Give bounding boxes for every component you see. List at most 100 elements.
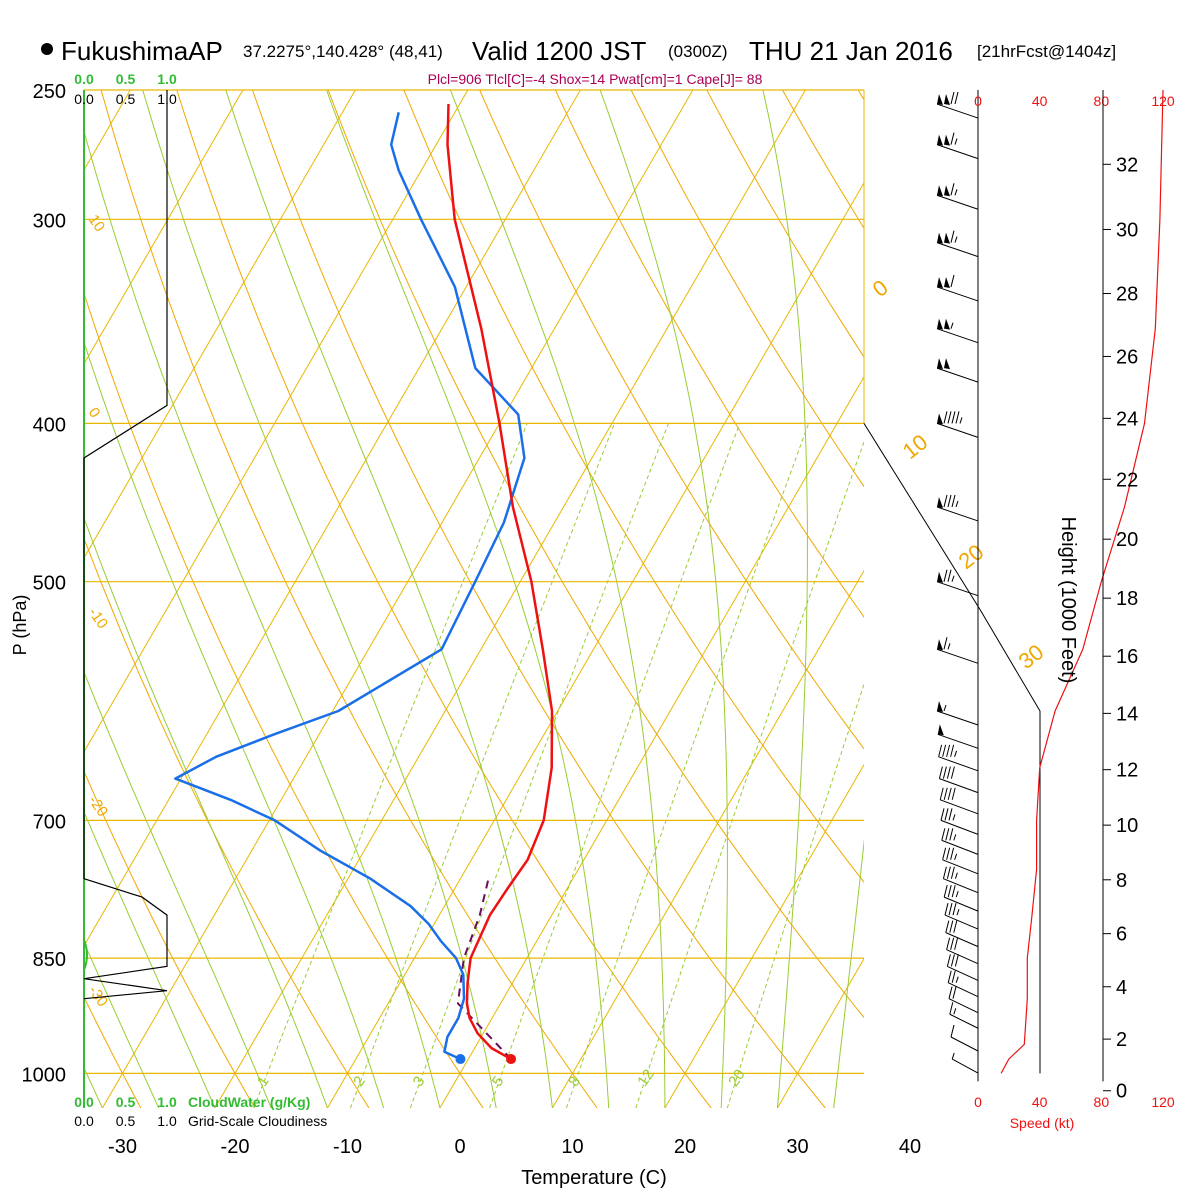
wind-barb-pennant bbox=[944, 185, 950, 197]
temperature-tick-label: 40 bbox=[899, 1136, 921, 1158]
wind-barb-staff bbox=[944, 896, 979, 912]
wind-barb-flag bbox=[954, 91, 959, 105]
temperature-tick-label: 20 bbox=[674, 1136, 696, 1158]
speed-top-tick: 0 bbox=[974, 93, 982, 109]
wind-barb-flag bbox=[949, 1002, 954, 1015]
wind-barb-flag bbox=[943, 787, 948, 800]
wind-barb-staff bbox=[947, 982, 979, 998]
wind-barb-half-flag bbox=[955, 500, 959, 508]
wind-barb-staff bbox=[945, 932, 979, 948]
wind-barb-staff bbox=[936, 103, 979, 119]
wind-barb-flag bbox=[950, 132, 955, 145]
wind-barb-pennant bbox=[937, 701, 943, 713]
pressure-tick-label: 1000 bbox=[22, 1064, 67, 1086]
valid-date: THU 21 Jan 2016 bbox=[749, 36, 953, 66]
wind-barb-half-flag bbox=[950, 322, 954, 329]
wind-barb-flag bbox=[942, 866, 947, 879]
isotherm-line bbox=[101, 90, 694, 1108]
wind-barb-flag bbox=[943, 637, 948, 650]
temperature-profile-line bbox=[446, 103, 554, 1061]
wind-barb-flag bbox=[946, 766, 951, 779]
wind-barb bbox=[938, 766, 979, 794]
moist-adiabat-line bbox=[326, 90, 610, 1108]
wind-barb bbox=[936, 637, 979, 664]
wind-barb-pennant bbox=[944, 94, 950, 106]
wind-barb-half-flag bbox=[954, 189, 958, 196]
wind-barb-flag bbox=[951, 494, 956, 508]
wind-barb-staff bbox=[949, 1013, 979, 1029]
dry-adiabat-line bbox=[252, 90, 826, 1108]
wind-barb-flag bbox=[952, 986, 957, 999]
wind-barb-flag bbox=[952, 902, 957, 916]
potential-temp-label: 10 bbox=[85, 212, 108, 235]
wind-barb-flag bbox=[951, 970, 956, 983]
moist-adiabat-line bbox=[599, 90, 728, 1108]
wind-barb-pennant bbox=[944, 358, 950, 370]
wind-barb-pennant bbox=[937, 134, 943, 146]
cloudwater-axis-title: CloudWater (g/Kg) bbox=[188, 1094, 310, 1110]
wind-barb-half-flag bbox=[959, 417, 963, 424]
wind-barb bbox=[941, 828, 979, 855]
dewpoint-profile-line bbox=[174, 112, 526, 1061]
wind-barb-flag bbox=[953, 920, 958, 933]
moist-adiabat-line bbox=[142, 90, 497, 1108]
valid-time: Valid 1200 JST bbox=[472, 36, 647, 66]
surface-temp-dot bbox=[506, 1054, 517, 1065]
height-tick-label: 8 bbox=[1116, 870, 1127, 892]
wind-barb-pennant bbox=[937, 318, 943, 330]
wind-barb-staff bbox=[936, 648, 979, 664]
wind-barb-pennant bbox=[937, 358, 943, 370]
temperature-tick-label: 10 bbox=[561, 1136, 583, 1158]
wind-barb-half-flag bbox=[954, 750, 958, 757]
mixing-ratio-line bbox=[726, 682, 864, 1108]
wind-barb-half-flag bbox=[951, 1052, 955, 1060]
wind-barb-staff bbox=[943, 878, 979, 894]
x-axis-title: Temperature (C) bbox=[521, 1167, 667, 1189]
speed-bottom-tick: 80 bbox=[1094, 1094, 1110, 1110]
wind-barb-flag bbox=[948, 902, 953, 916]
wind-barb-flag bbox=[943, 494, 948, 508]
height-tick-label: 24 bbox=[1116, 408, 1138, 430]
sounding-profiles bbox=[174, 103, 554, 1065]
speed-top-tick: 80 bbox=[1094, 93, 1110, 109]
wind-barb-flag bbox=[947, 787, 952, 800]
parcel-parameters: Plcl=906 Tlcl[C]=-4 Shox=14 Pwat[cm]=1 C… bbox=[428, 71, 763, 87]
dry-adiabat-line bbox=[554, 90, 864, 618]
temperature-tick-label: -20 bbox=[221, 1136, 250, 1158]
wind-barb bbox=[948, 986, 979, 1014]
wind-barb-pennant bbox=[944, 232, 950, 244]
wind-barb-flag bbox=[947, 411, 952, 424]
wind-barb-half-flag bbox=[951, 575, 955, 582]
pressure-tick-label: 300 bbox=[33, 210, 66, 232]
height-tick-label: 14 bbox=[1116, 703, 1138, 725]
cloudwater-trace bbox=[83, 939, 88, 971]
wind-barb-flag bbox=[947, 494, 952, 508]
wind-barb-flag bbox=[945, 828, 950, 841]
mixing-ratio-label: 20 bbox=[725, 1066, 748, 1089]
mixing-ratio-line bbox=[409, 423, 669, 1108]
wind-barb-pennant bbox=[937, 639, 943, 651]
wind-barb-flag bbox=[939, 787, 944, 800]
mixing-ratio-line bbox=[349, 423, 615, 1108]
height-tick-label: 28 bbox=[1116, 283, 1138, 305]
dry-adiabat-line bbox=[100, 90, 598, 1108]
moist-adiabat-line bbox=[84, 670, 272, 1108]
wind-barb-flag bbox=[948, 808, 953, 821]
wind-barb-staff bbox=[944, 914, 979, 930]
wind-panel-outline bbox=[863, 423, 1041, 1074]
wind-barb bbox=[942, 847, 979, 875]
wind-barb-half-flag bbox=[953, 834, 957, 841]
height-tick-label: 22 bbox=[1116, 469, 1138, 491]
dry-adiabat-line bbox=[479, 90, 864, 750]
height-tick-label: 10 bbox=[1116, 815, 1138, 837]
wind-barb-flag bbox=[948, 986, 953, 999]
temperature-tick-label: 30 bbox=[786, 1136, 808, 1158]
wind-barb-flag bbox=[946, 744, 951, 757]
wind-barb-pennant bbox=[937, 496, 943, 508]
wind-barb-flag bbox=[940, 808, 945, 821]
wind-barb-half-flag bbox=[954, 853, 958, 860]
height-tick-label: 16 bbox=[1116, 646, 1138, 668]
height-tick-label: 12 bbox=[1116, 760, 1138, 782]
dry-adiabat-line bbox=[84, 291, 484, 1108]
wind-barb-flag bbox=[942, 766, 947, 779]
